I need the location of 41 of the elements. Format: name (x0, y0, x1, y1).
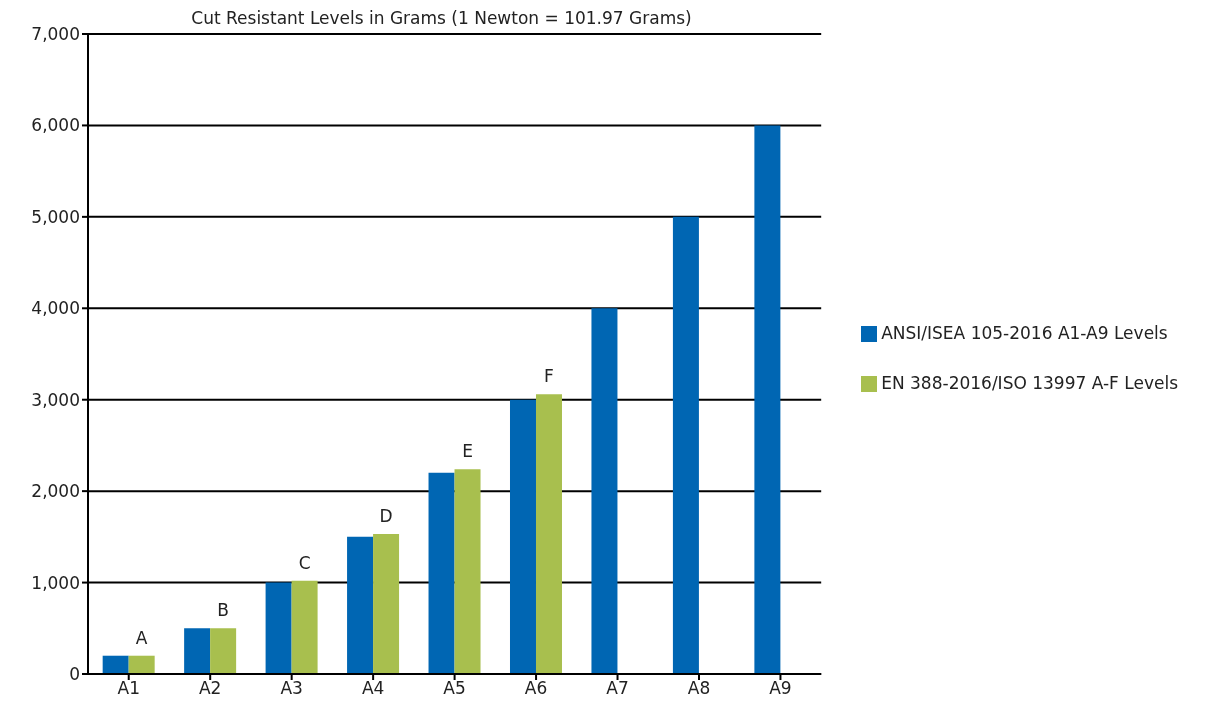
y-tick-label: 4,000 (31, 298, 80, 319)
y-tick-label: 5,000 (31, 206, 80, 227)
bar (428, 472, 455, 674)
x-tick-label: A3 (280, 678, 303, 699)
bar (210, 628, 237, 674)
x-tick-label: A6 (524, 678, 548, 699)
data-label: B (217, 600, 229, 621)
y-tick-label: 7,000 (31, 24, 80, 45)
x-tick-label: A2 (198, 678, 222, 699)
bar (754, 125, 781, 674)
bar (102, 655, 129, 674)
bar (128, 655, 155, 674)
y-tick-label: 2,000 (31, 481, 80, 502)
bar (347, 536, 374, 674)
bar (535, 394, 562, 674)
chart-title: Cut Resistant Levels in Grams (1 Newton = 101.97 Grams) (190, 8, 693, 28)
y-tick-label: 0 (69, 664, 80, 685)
data-label: D (379, 506, 393, 527)
data-label: E (462, 441, 473, 462)
x-tick-label: A5 (443, 678, 466, 699)
y-tick-label: 1,000 (31, 572, 80, 593)
data-label: F (544, 366, 554, 387)
x-tick-label: A9 (769, 678, 792, 699)
y-tick-label: 3,000 (31, 389, 80, 410)
x-tick-label: A8 (687, 678, 711, 699)
bar (454, 469, 481, 674)
bar (291, 580, 318, 674)
y-tick-label: 6,000 (31, 115, 80, 136)
data-label: C (298, 552, 311, 573)
bar (373, 534, 400, 674)
legend-label: EN 388-2016/ISO 13997 A-F Levels (881, 373, 1178, 393)
x-tick-label: A7 (606, 678, 629, 699)
bar (184, 628, 211, 674)
data-label: A (135, 627, 148, 648)
legend-label: ANSI/ISEA 105-2016 A1-A9 Levels (881, 323, 1168, 343)
bar (509, 399, 536, 674)
bar (265, 582, 292, 674)
x-tick-label: A4 (361, 678, 385, 699)
x-tick-label: A1 (117, 678, 140, 699)
bar (591, 308, 618, 674)
bar (672, 216, 699, 674)
